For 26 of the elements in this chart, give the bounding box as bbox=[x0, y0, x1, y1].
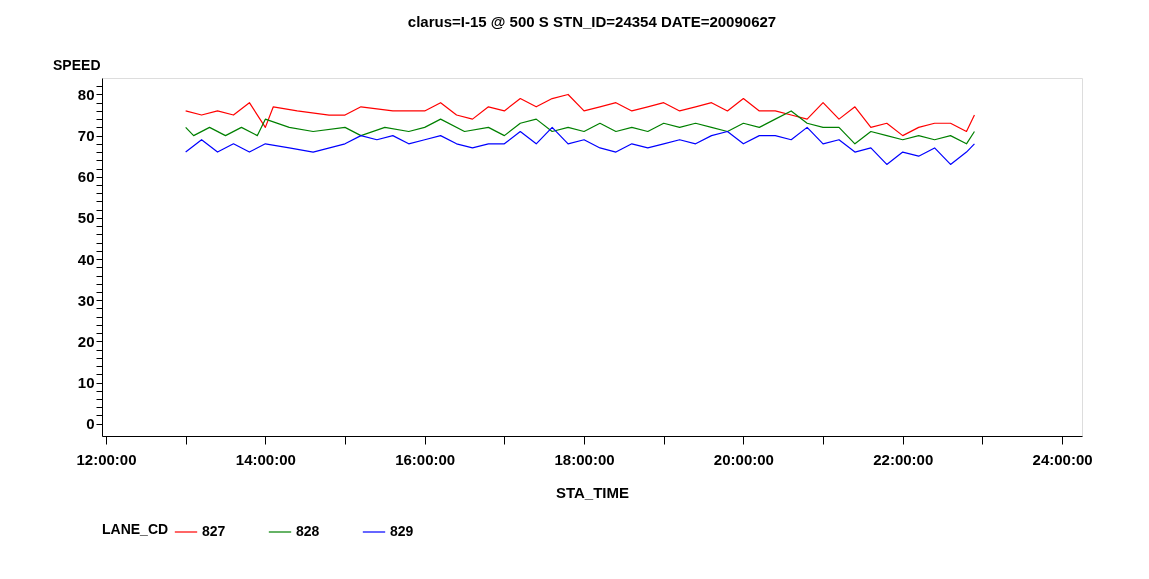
x-tick-label: 20:00:00 bbox=[713, 450, 774, 468]
x-tick-label: 24:00:00 bbox=[1032, 450, 1093, 468]
y-tick-label: 60 bbox=[77, 168, 95, 186]
y-tick-label: 70 bbox=[77, 127, 95, 145]
y-tick-label: 10 bbox=[77, 374, 95, 392]
legend-label: 828 bbox=[296, 523, 320, 539]
x-tick-label: 14:00:00 bbox=[235, 450, 296, 468]
y-tick-label: 20 bbox=[77, 332, 95, 350]
x-tick-label: 22:00:00 bbox=[873, 450, 934, 468]
y-tick-label: 50 bbox=[77, 209, 95, 227]
x-tick-label: 12:00:00 bbox=[76, 450, 137, 468]
chart-title: clarus=I-15 @ 500 S STN_ID=24354 DATE=20090627 bbox=[407, 13, 777, 30]
y-axis-title: SPEED bbox=[53, 56, 101, 73]
line-series bbox=[185, 93, 976, 137]
x-tick-label: 16:00:00 bbox=[395, 450, 456, 468]
y-tick-label: 0 bbox=[86, 415, 95, 433]
legend-label: 829 bbox=[390, 523, 414, 539]
legend-title: LANE_CD bbox=[102, 521, 169, 537]
x-tick-label: 18:00:00 bbox=[554, 450, 615, 468]
line-series bbox=[185, 110, 976, 145]
y-tick-label: 40 bbox=[77, 250, 95, 268]
x-axis-title: STA_TIME bbox=[555, 483, 630, 501]
y-tick-label: 30 bbox=[77, 291, 95, 309]
y-tick-label: 80 bbox=[77, 85, 95, 103]
line-series bbox=[185, 126, 976, 166]
legend-label: 827 bbox=[202, 523, 226, 539]
